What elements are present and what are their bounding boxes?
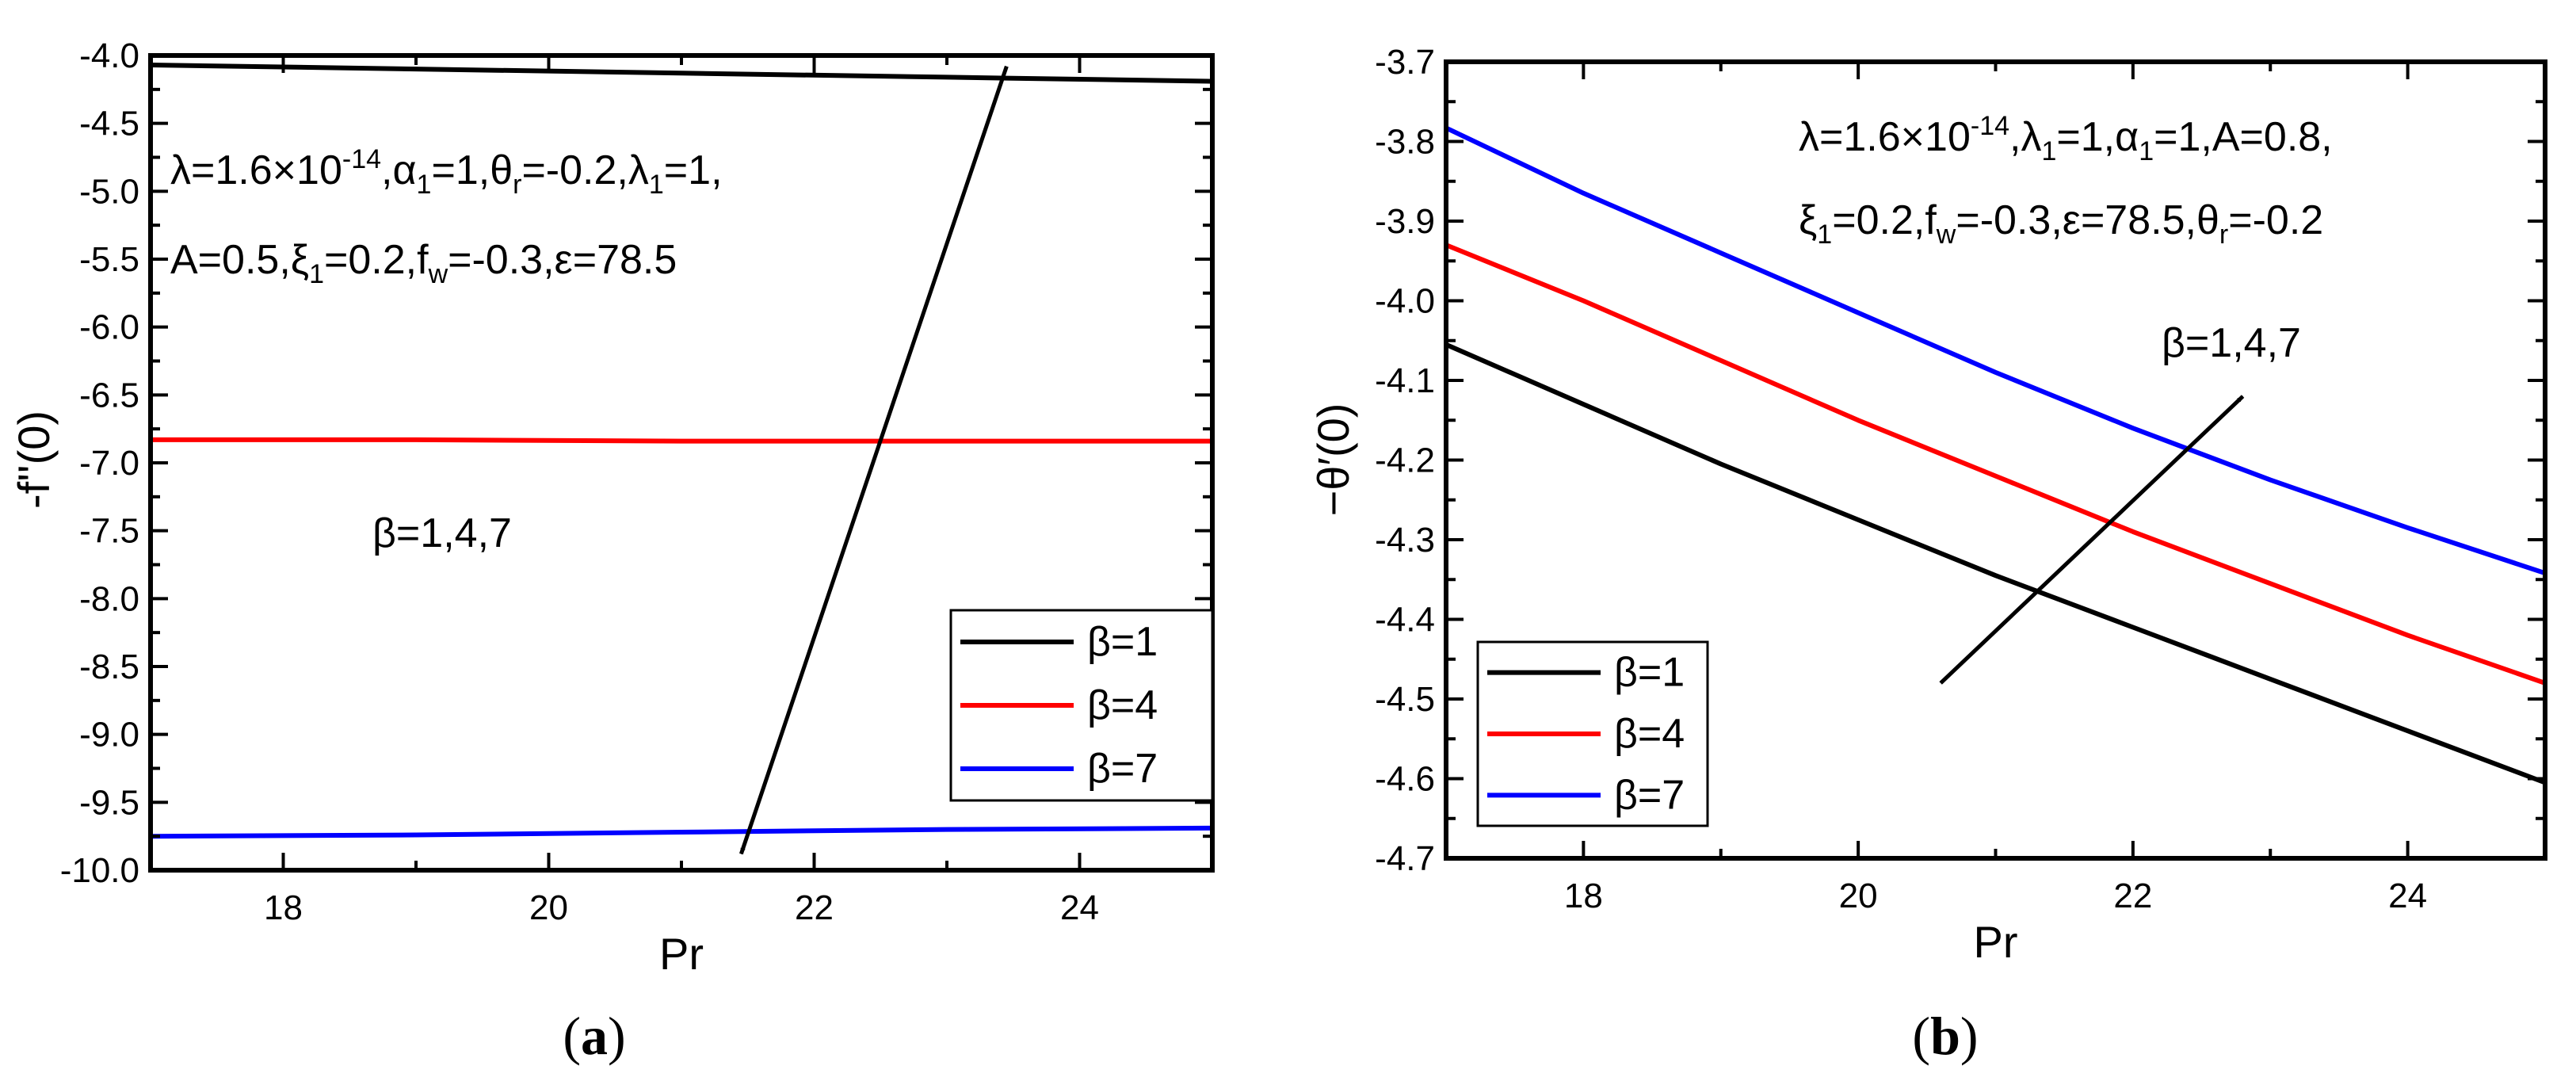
panel-b-annotation-segment: ,λ — [2009, 114, 2041, 160]
panel-b-x-tick-label: 24 — [2388, 877, 2427, 915]
panel-b-annotation-segment: r — [2219, 220, 2228, 250]
panel-b-x-tick-label: 22 — [2113, 877, 2152, 915]
panel-a-annotation-segment: 1 — [309, 259, 324, 289]
panel-a-annotation-segment: 1 — [649, 170, 664, 200]
panel-a-panel-label-paren-open: ( — [563, 1006, 581, 1066]
panel-a-annotation-segment: r — [513, 170, 521, 200]
panel-b-parameter-annotation-line: λ=1.6×10-14,λ1=1,α1=1,A=0.8, — [1799, 111, 2333, 166]
panel-a-annotation-segment: w — [428, 259, 448, 289]
panel-b-y-tick-label: -4.4 — [1375, 601, 1435, 640]
panel-b-trend-arrow — [1939, 395, 2245, 685]
panel-a-series-line-beta-1 — [148, 63, 1215, 84]
panel-a-y-tick-label: -6.0 — [79, 308, 139, 347]
panel-a-y-tick-label: -8.5 — [79, 647, 139, 686]
panel-b-annotation-segment: -14 — [1971, 111, 2009, 141]
panel-b-legend-label-beta-4: β=4 — [1614, 711, 1685, 757]
panel-a-x-tick-label: 18 — [264, 888, 303, 927]
panel-b-y-tick-label: -3.7 — [1375, 43, 1435, 82]
panel-b-parameter-annotation-line: ξ1=0.2,fw=-0.3,ε=78.5,θr=-0.2 — [1799, 197, 2323, 250]
panel-a-y-tick-label: -4.5 — [79, 105, 139, 143]
panel-b-y-tick-label: -4.2 — [1375, 441, 1435, 480]
panel-a-series-line-beta-7 — [148, 825, 1215, 839]
panel-a-legend-label-beta-4: β=4 — [1087, 682, 1158, 728]
panel-a-y-tick-label: -6.5 — [79, 376, 139, 414]
panel-b-y-axis-title: −θ′(0) — [1308, 403, 1358, 517]
panel-a-y-tick-label: -7.5 — [79, 512, 139, 551]
panel-b-annotation-segment: λ=1.6×10 — [1799, 114, 1971, 160]
panel-a-annotation-segment: 1 — [417, 170, 432, 200]
panel-a-arrow-label: β=1,4,7 — [372, 510, 512, 556]
panel-b: 18 20 22 24 -3.7 -3.8 -3.9 -4.0 -4.1 -4.2 -4.3 -4.4… — [1308, 43, 2547, 1066]
panel-a-series-group — [148, 63, 1215, 839]
panel-b-y-tick-label: -3.8 — [1375, 123, 1435, 162]
panel-a-panel-label-paren-close: ) — [608, 1006, 626, 1066]
panel-b-panel-label-paren-close: ) — [1960, 1006, 1979, 1066]
panel-b-legend-label-beta-1: β=1 — [1614, 650, 1685, 696]
panel-a-x-tick-label: 20 — [529, 888, 568, 927]
panel-b-annotation-segment: w — [1936, 220, 1956, 250]
panel-b-x-tick-label: 18 — [1564, 877, 1603, 915]
panel-a-parameter-annotation-line: λ=1.6×10-14,α1=1,θr=-0.2,λ1=1, — [170, 144, 723, 200]
panel-b-y-tick-label: -4.3 — [1375, 521, 1435, 560]
panel-b-panel-label-letter: b — [1930, 1006, 1960, 1066]
panel-a-annotation-segment: =1,θ — [431, 147, 513, 193]
panel-b-y-tick-label: -4.5 — [1375, 680, 1435, 719]
panel-a-parameter-annotation-line: A=0.5,ξ1=0.2,fw=-0.3,ε=78.5 — [170, 237, 677, 289]
panel-b-legend-label-beta-7: β=7 — [1614, 772, 1685, 818]
panel-b-series-group — [1444, 125, 2547, 785]
panel-a-annotation-segment: =-0.2,λ — [521, 147, 648, 193]
panel-b-series-line-beta-4 — [1444, 243, 2547, 686]
panel-a: 18 20 22 24 -4.0 -4.5 -5.0 -5.5 -6.0 -6.5 -7.0 -7.5… — [9, 36, 1215, 1066]
panel-a-annotation-segment: λ=1.6×10 — [170, 147, 342, 193]
panel-b-x-axis-title: Pr — [1974, 917, 2018, 967]
panel-b-arrow-label: β=1,4,7 — [2162, 320, 2301, 366]
panel-a-series-line-beta-4 — [148, 437, 1215, 444]
panel-a-y-tick-label: -4.0 — [79, 36, 139, 75]
panel-b-annotation-segment: =-0.2 — [2228, 197, 2323, 243]
panel-a-panel-label-letter: a — [581, 1006, 608, 1066]
panel-b-y-tick-label: -4.7 — [1375, 839, 1435, 878]
panel-a-y-axis-title: -f''(0) — [9, 411, 59, 509]
panel-a-x-axis-title: Pr — [659, 929, 704, 979]
panel-b-annotation-segment: =1,α — [2056, 114, 2139, 160]
panel-a-panel-label: (a) — [563, 1006, 625, 1066]
panel-a-legend: β=1 β=4 β=7 — [949, 609, 1214, 802]
panel-a-y-tick-label: -8.0 — [79, 579, 139, 618]
panel-a-annotation-segment: A=0.5,ξ — [170, 237, 309, 283]
panel-a-legend-label-beta-1: β=1 — [1087, 619, 1158, 665]
panel-b-panel-label: (b) — [1912, 1006, 1978, 1066]
panel-b-panel-label-paren-open: ( — [1912, 1006, 1930, 1066]
panel-a-legend-label-beta-7: β=7 — [1087, 746, 1158, 792]
panel-a-y-tick-label: -5.5 — [79, 240, 139, 279]
panel-b-annotation-segment: =0.2,f — [1832, 197, 1937, 243]
panel-a-annotation-segment: =1, — [664, 147, 723, 193]
panel-b-annotation-segment: 1 — [1817, 220, 1832, 250]
panel-a-x-tick-label: 22 — [795, 888, 834, 927]
panel-a-annotation-segment: =-0.3,ε=78.5 — [448, 237, 677, 283]
panel-a-x-tick-label: 24 — [1060, 888, 1099, 927]
panel-b-y-tick-label: -4.0 — [1375, 282, 1435, 321]
panel-a-annotation-segment: =0.2,f — [324, 237, 429, 283]
panel-b-annotation-segment: 1 — [2041, 136, 2056, 166]
panel-a-annotation-segment: ,α — [381, 147, 417, 193]
panel-a-y-tick-label: -7.0 — [79, 444, 139, 483]
panel-b-x-tick-label: 20 — [1839, 877, 1878, 915]
panel-a-y-tick-label: -10.0 — [60, 851, 139, 890]
panel-b-y-tick-label: -3.9 — [1375, 202, 1435, 241]
panel-b-annotation-segment: ξ — [1799, 197, 1817, 243]
panel-a-y-tick-label: -9.5 — [79, 783, 139, 822]
panel-a-y-tick-label: -9.0 — [79, 716, 139, 754]
panel-b-series-line-beta-1 — [1444, 342, 2547, 785]
panel-b-legend: β=1 β=4 β=7 — [1476, 640, 1709, 827]
panel-b-annotation-segment: 1 — [2139, 136, 2154, 166]
panel-b-y-tick-label: -4.6 — [1375, 760, 1435, 799]
panel-b-series-line-beta-7 — [1444, 125, 2547, 576]
panel-b-annotation-segment: =1,A=0.8, — [2154, 114, 2333, 160]
panel-b-annotation-segment: =-0.3,ε=78.5,θ — [1956, 197, 2219, 243]
panel-b-y-tick-label: -4.1 — [1375, 361, 1435, 400]
panel-a-y-tick-label: -5.0 — [79, 172, 139, 211]
panel-a-annotation-segment: -14 — [342, 144, 381, 174]
panel-a-trend-arrow — [739, 65, 1009, 855]
